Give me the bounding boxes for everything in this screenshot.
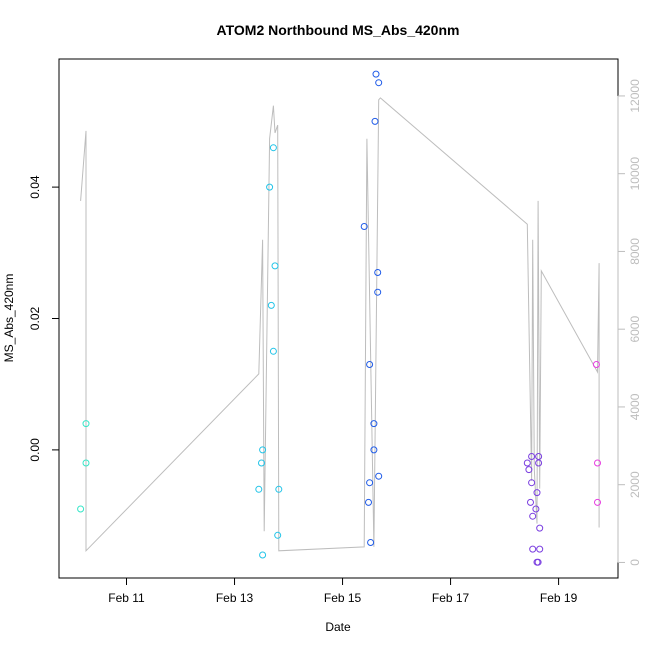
data-point (534, 558, 542, 566)
data-point (535, 459, 543, 467)
x-tick-label: Feb 19 (540, 591, 578, 605)
data-point (269, 347, 277, 355)
y-tick-label: 0.00 (28, 438, 42, 462)
x-tick-label: Feb 17 (432, 591, 470, 605)
data-point (371, 117, 379, 125)
data-point (258, 459, 265, 467)
data-point (594, 498, 601, 506)
data-point (82, 459, 90, 467)
data-point (367, 539, 375, 546)
data-point (375, 79, 383, 87)
plot-frame (58, 58, 619, 579)
data-point (592, 361, 600, 368)
data-point (275, 485, 283, 493)
data-point (523, 459, 531, 467)
data-point (527, 498, 534, 506)
y-axis-label: MS_Abs_420nm (2, 274, 16, 363)
y2-tick-label: 12000 (628, 79, 642, 113)
data-point (274, 531, 282, 539)
data-point (532, 505, 540, 513)
y-axis-left: 0.00 0.02 0.04 (28, 175, 60, 462)
x-axis: Feb 11 Feb 13 Feb 15 Feb 17 Feb 19 (108, 577, 578, 605)
y-tick-label: 0.04 (28, 175, 42, 199)
data-point (370, 446, 378, 454)
line-series (80, 97, 600, 553)
data-point (529, 545, 537, 553)
x-tick-label: Feb 15 (324, 591, 362, 605)
data-point (529, 512, 537, 520)
data-point (365, 498, 372, 506)
data-point (374, 288, 382, 296)
points-layer (77, 70, 601, 566)
line-layer (80, 97, 600, 553)
data-point (528, 453, 536, 460)
y2-tick-label: 4000 (628, 393, 642, 420)
data-point (528, 479, 536, 487)
data-point (535, 453, 543, 460)
y2-tick-label: 2000 (628, 471, 642, 498)
data-point (266, 183, 274, 191)
data-point (360, 223, 368, 230)
data-point (375, 472, 383, 480)
data-point (82, 420, 90, 428)
data-point (525, 466, 533, 474)
data-point (374, 269, 382, 276)
data-point (77, 505, 85, 513)
y2-tick-label: 6000 (628, 316, 642, 343)
x-tick-label: Feb 11 (108, 591, 145, 605)
chart-title: ATOM2 Northbound MS_Abs_420nm (217, 22, 460, 38)
data-point (259, 446, 267, 454)
data-point (271, 262, 279, 270)
y2-tick-label: 8000 (628, 238, 642, 265)
data-point (536, 524, 544, 532)
x-tick-label: Feb 13 (216, 591, 254, 605)
x-axis-label: Date (325, 620, 351, 634)
data-point (259, 551, 267, 559)
y-tick-label: 0.02 (28, 306, 42, 330)
data-point (370, 420, 378, 428)
y2-tick-label: 10000 (628, 157, 642, 191)
data-point (269, 144, 277, 152)
data-point (255, 485, 263, 493)
data-point (366, 479, 374, 487)
data-point (533, 489, 541, 497)
data-point (366, 361, 374, 368)
data-point (267, 301, 275, 309)
data-point (594, 459, 601, 467)
y-axis-right: 0 2000 4000 6000 8000 10000 12000 (617, 79, 642, 566)
data-point (536, 545, 544, 553)
data-point (372, 70, 380, 78)
y2-tick-label: 0 (628, 559, 642, 566)
